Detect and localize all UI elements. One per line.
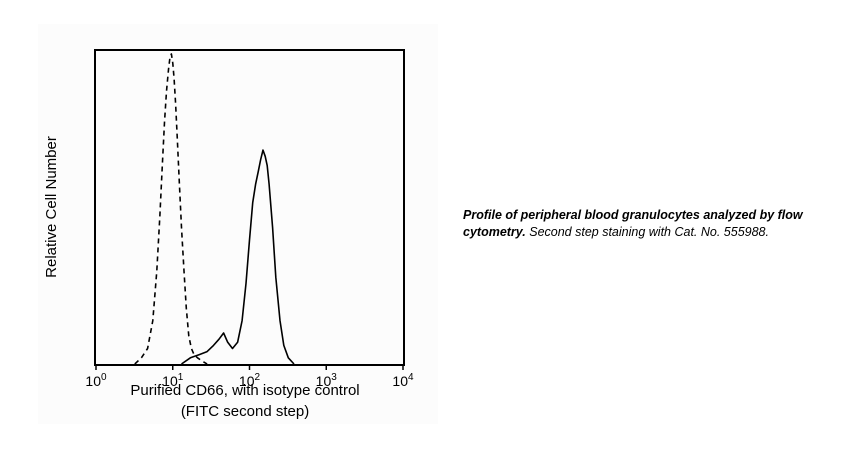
y-axis-label: Relative Cell Number: [43, 136, 60, 278]
x-axis-label-line-1: Purified CD66, with isotype control: [130, 382, 359, 399]
x-tick-label: 104: [392, 372, 414, 389]
cd66-histogram: [181, 149, 295, 365]
x-tick-label: 102: [239, 372, 261, 389]
caption-description: Second step staining with Cat. No. 55598…: [525, 225, 769, 239]
histogram-chart: 100 101 102 103 104 Relative Cell Number Pur…: [43, 49, 414, 420]
caption-title: Profile of peripheral blood granulocytes…: [463, 208, 803, 239]
plot-frame: [94, 49, 405, 366]
x-tick-label: 100: [85, 372, 107, 389]
histogram-series: [134, 53, 295, 365]
figure-panel: 100 101 102 103 104 Relative Cell Number Pur…: [38, 24, 438, 424]
x-tick-label: 101: [162, 372, 184, 389]
isotype-control-histogram: [134, 53, 208, 365]
x-axis-ticks: 100 101 102 103 104: [85, 365, 414, 389]
figure-caption: Profile of peripheral blood granulocytes…: [463, 207, 843, 241]
x-axis-label-line-2: (FITC second step): [181, 403, 309, 420]
x-tick-label: 103: [316, 372, 338, 389]
